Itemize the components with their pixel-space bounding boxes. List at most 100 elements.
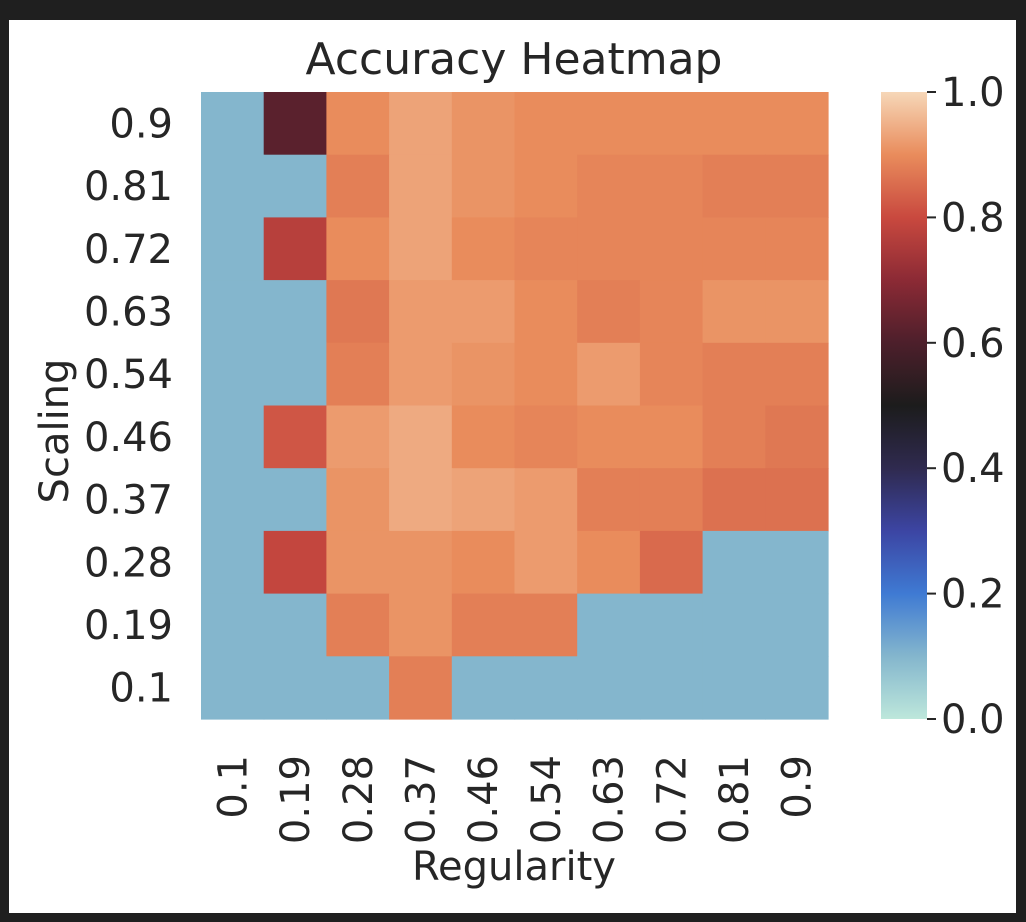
heatmap-cell xyxy=(201,92,265,156)
heatmap-cell xyxy=(702,217,766,281)
heatmap-cell xyxy=(451,593,516,657)
heatmap-cell xyxy=(577,593,641,657)
y-tick-label: 0.46 xyxy=(84,415,173,461)
heatmap-cell xyxy=(639,593,704,657)
heatmap-cell xyxy=(639,530,704,595)
heatmap-cell xyxy=(389,405,453,469)
heatmap-cell xyxy=(326,280,390,344)
y-tick-label: 0.63 xyxy=(84,290,173,336)
y-tick-label: 0.19 xyxy=(84,603,173,649)
heatmap-cell xyxy=(326,405,390,469)
heatmap-cell xyxy=(451,656,516,720)
heatmap-cell xyxy=(577,342,641,407)
heatmap-cell xyxy=(639,217,704,281)
heatmap-cell xyxy=(326,92,390,156)
x-axis-label: Regularity xyxy=(412,844,616,890)
heatmap-cell xyxy=(514,92,578,156)
heatmap-cell xyxy=(577,280,641,344)
heatmap-cell xyxy=(263,656,327,720)
x-tick-label: 0.37 xyxy=(399,755,445,844)
heatmap-cell xyxy=(263,593,327,657)
heatmap-cell xyxy=(201,405,265,469)
heatmap-cell xyxy=(514,593,578,657)
heatmap-cell xyxy=(765,656,829,720)
heatmap-cell xyxy=(201,656,265,720)
heatmap-cell xyxy=(514,405,578,469)
heatmap-cell xyxy=(451,280,516,344)
heatmap-cell xyxy=(326,154,390,218)
heatmap-cell xyxy=(702,530,766,595)
heatmap-cell xyxy=(451,154,516,218)
heatmap-cell xyxy=(389,656,453,720)
heatmap-cell xyxy=(702,468,766,532)
heatmap-cell xyxy=(451,342,516,407)
heatmap-cell xyxy=(326,468,390,532)
heatmap-cell xyxy=(702,154,766,218)
heatmap-cell xyxy=(451,92,516,156)
heatmap-cell xyxy=(263,154,327,218)
x-tick-label: 0.54 xyxy=(524,755,570,844)
heatmap-cell xyxy=(201,154,265,218)
heatmap-cell xyxy=(639,468,704,532)
heatmap-cell xyxy=(514,280,578,344)
heatmap-cell xyxy=(389,217,453,281)
chart-frame: Accuracy Heatmap 0.9 0.81 0.72 0.63 0.54 0.46… xyxy=(9,20,1016,913)
heatmap-cell xyxy=(765,217,829,281)
heatmap-cell xyxy=(639,92,704,156)
heatmap-cell xyxy=(702,92,766,156)
heatmap-cell xyxy=(451,468,516,532)
colorbar xyxy=(881,92,927,719)
colorbar-tick-label: 0.8 xyxy=(941,195,1005,241)
heatmap-cell xyxy=(514,342,578,407)
colorbar-tick-label: 1.0 xyxy=(941,70,1005,116)
y-tick-label: 0.72 xyxy=(84,227,173,273)
colorbar-ticks: 0.0 0.2 0.4 0.6 0.8 1.0 xyxy=(927,70,1005,743)
heatmap-cell xyxy=(765,92,829,156)
heatmap-cell xyxy=(326,530,390,595)
heatmap-cell xyxy=(389,92,453,156)
heatmap-cell xyxy=(263,530,327,595)
heatmap-cell xyxy=(702,656,766,720)
colorbar-tick-label: 0.6 xyxy=(941,321,1005,367)
y-tick-label: 0.54 xyxy=(84,352,173,398)
heatmap-cell xyxy=(201,217,265,281)
heatmap-cell xyxy=(639,656,704,720)
heatmap-chart: Accuracy Heatmap 0.9 0.81 0.72 0.63 0.54 0.46… xyxy=(32,34,1005,890)
heatmap-cell xyxy=(326,656,390,720)
heatmap-cell xyxy=(326,342,390,407)
heatmap-cell xyxy=(389,154,453,218)
heatmap-cell xyxy=(577,468,641,532)
x-tick-label: 0.72 xyxy=(649,755,695,844)
heatmap-cell xyxy=(326,217,390,281)
heatmap-cell xyxy=(451,405,516,469)
heatmap-cell xyxy=(639,342,704,407)
heatmap-cell xyxy=(514,656,578,720)
heatmap-cell xyxy=(389,530,453,595)
heatmap-cell xyxy=(201,593,265,657)
heatmap-cell xyxy=(201,342,265,407)
y-axis-label: Scaling xyxy=(32,359,78,504)
heatmap-cell xyxy=(263,280,327,344)
heatmap-cell xyxy=(201,530,265,595)
heatmap-cell xyxy=(263,468,327,532)
heatmap-cell xyxy=(263,405,327,469)
heatmap-cell xyxy=(577,656,641,720)
colorbar-tick-label: 0.4 xyxy=(941,446,1005,492)
x-tick-label: 0.46 xyxy=(461,755,507,844)
heatmap-cell xyxy=(639,154,704,218)
heatmap-cell xyxy=(389,593,453,657)
heatmap-cell xyxy=(389,342,453,407)
heatmap-cell xyxy=(639,280,704,344)
heatmap-cell xyxy=(326,593,390,657)
heatmap-cells xyxy=(201,92,829,720)
heatmap-cell xyxy=(514,530,578,595)
heatmap-cell xyxy=(765,154,829,218)
heatmap-cell xyxy=(577,530,641,595)
x-tick-label: 0.1 xyxy=(210,755,256,819)
heatmap-cell xyxy=(765,342,829,407)
heatmap-cell xyxy=(702,593,766,657)
heatmap-cell xyxy=(451,217,516,281)
heatmap-cell xyxy=(263,217,327,281)
heatmap-cell xyxy=(577,217,641,281)
x-tick-label: 0.63 xyxy=(587,755,633,844)
